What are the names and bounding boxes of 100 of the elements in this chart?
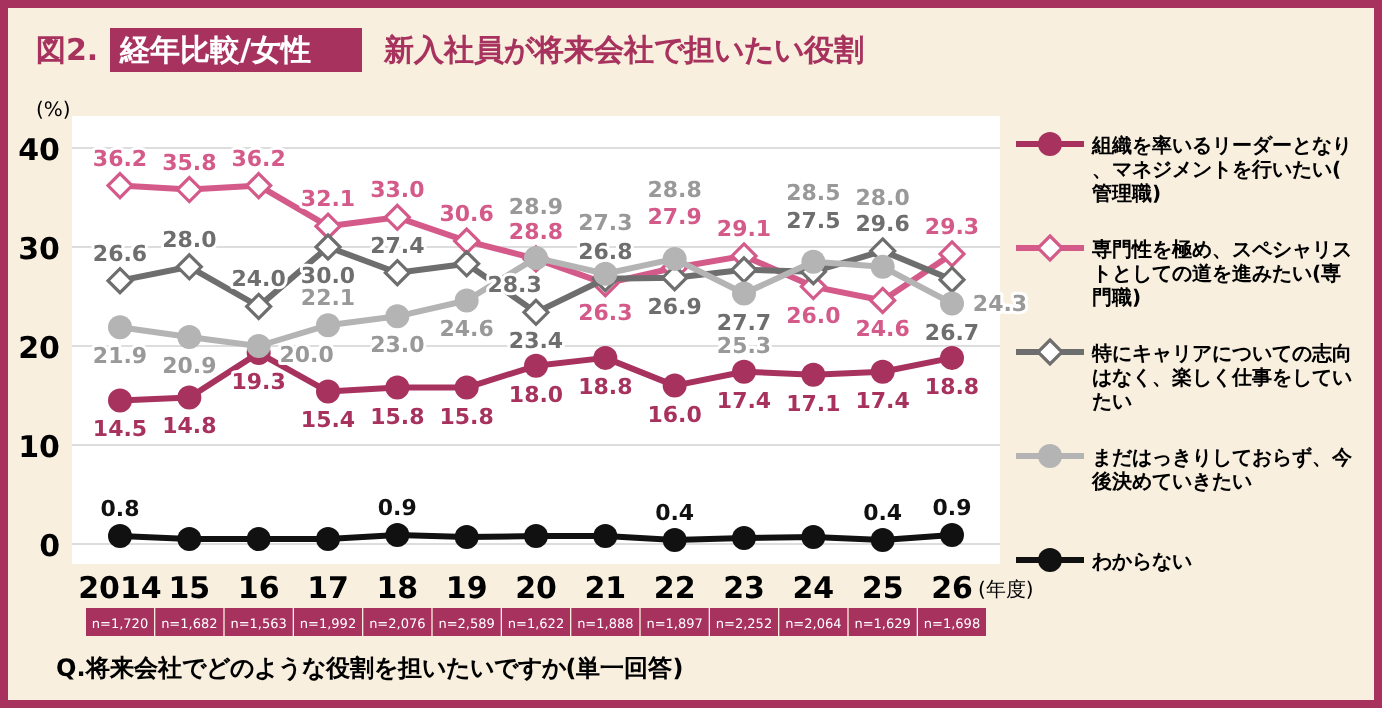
data-label: 27.5 xyxy=(786,207,841,234)
point xyxy=(524,353,548,378)
data-label: 27.4 xyxy=(370,232,426,259)
point xyxy=(801,525,826,550)
data-label: 29.1 xyxy=(716,215,772,242)
point xyxy=(177,527,202,552)
point xyxy=(106,172,134,200)
data-label: 0.4 xyxy=(655,499,695,526)
point xyxy=(454,375,479,400)
data-label: 28.9 xyxy=(508,193,564,220)
x-tick-label: 26 xyxy=(931,570,973,606)
point xyxy=(246,527,271,552)
data-label: 26.3 xyxy=(578,299,633,326)
point xyxy=(177,385,202,410)
point xyxy=(869,286,897,315)
point xyxy=(940,523,964,548)
data-label: 22.1 xyxy=(300,285,356,312)
data-label: 29.3 xyxy=(924,213,980,240)
point xyxy=(732,359,756,384)
data-label: 30.0 xyxy=(300,262,356,289)
x-axis-title: (年度) xyxy=(978,578,1034,602)
data-label: 28.0 xyxy=(162,226,218,253)
point xyxy=(940,291,964,316)
point xyxy=(245,172,273,200)
point xyxy=(870,254,895,279)
point xyxy=(383,203,411,231)
x-tick-label: 15 xyxy=(168,570,211,606)
x-tick-label: 18 xyxy=(376,570,419,606)
point xyxy=(801,362,826,387)
point xyxy=(732,281,756,306)
point xyxy=(316,527,340,552)
y-axis-title: (%) xyxy=(36,100,71,122)
point xyxy=(175,175,203,204)
point xyxy=(522,298,550,326)
point xyxy=(593,261,618,286)
point xyxy=(314,233,342,261)
data-label: 26.6 xyxy=(92,240,148,267)
data-label: 29.6 xyxy=(855,210,911,237)
point xyxy=(453,250,481,278)
data-label: 27.7 xyxy=(716,309,772,336)
data-label: 25.3 xyxy=(716,333,772,360)
data-label: 28.8 xyxy=(647,176,702,203)
point xyxy=(177,325,202,350)
data-label: 20.0 xyxy=(279,341,335,368)
data-label: 30.6 xyxy=(439,200,495,227)
point xyxy=(870,359,895,384)
point xyxy=(106,267,134,295)
point xyxy=(246,334,271,358)
point xyxy=(938,240,966,268)
legend-label: 特にキャリアについての志向はなく、楽しく仕事をしていたい xyxy=(1090,342,1352,414)
data-label: 17.4 xyxy=(716,387,772,414)
data-label: 32.1 xyxy=(300,186,356,213)
data-label: 28.0 xyxy=(855,184,911,211)
x-tick-label: 21 xyxy=(584,570,627,606)
point xyxy=(593,524,618,549)
point xyxy=(453,227,481,255)
point xyxy=(454,288,479,313)
legend-label: まだはっきりしておらず、今後決めていきたい xyxy=(1090,446,1354,494)
data-label: 17.1 xyxy=(786,390,841,417)
x-tick-label: 25 xyxy=(861,570,904,606)
data-label: 26.0 xyxy=(786,302,842,329)
data-label: 28.5 xyxy=(786,179,841,206)
data-label: 15.4 xyxy=(300,407,356,434)
data-label: 27.3 xyxy=(578,209,633,236)
point xyxy=(940,345,964,370)
data-label: 19.3 xyxy=(231,368,286,395)
point xyxy=(385,375,410,400)
chart-title: 図2. 経年比較/女性 xyxy=(36,32,311,68)
legend-label: 組織を率いるリーダーとなり、マネジメントを行いたい(管理職) xyxy=(1090,134,1352,206)
point xyxy=(108,524,132,549)
data-label: 0.9 xyxy=(377,495,417,522)
point xyxy=(245,292,273,320)
data-label: 24.6 xyxy=(855,316,911,343)
data-label: 23.4 xyxy=(508,328,564,355)
point xyxy=(316,379,340,404)
point xyxy=(108,388,132,413)
data-label: 16.0 xyxy=(647,401,703,428)
data-label: 0.4 xyxy=(863,499,903,526)
point xyxy=(593,345,618,370)
y-tick-label: 10 xyxy=(18,429,60,465)
point xyxy=(662,528,687,553)
point xyxy=(385,304,410,329)
data-label: 17.4 xyxy=(855,387,911,414)
point xyxy=(316,313,340,338)
data-label: 28.8 xyxy=(508,218,564,245)
data-label: 15.8 xyxy=(370,403,425,430)
chart-subtitle: 新入社員が将来会社で担いたい役割 xyxy=(382,32,864,68)
data-label: 23.0 xyxy=(370,332,426,359)
point xyxy=(175,253,203,281)
point xyxy=(662,373,687,398)
x-tick-label: 19 xyxy=(445,570,488,606)
data-label: 0.9 xyxy=(932,495,972,522)
data-label: 14.8 xyxy=(162,413,217,440)
point xyxy=(730,256,758,284)
data-label: 24.3 xyxy=(972,291,1028,318)
data-label: 26.7 xyxy=(924,319,980,346)
point xyxy=(801,249,826,274)
data-label: 15.8 xyxy=(439,403,494,430)
x-tick-label: 17 xyxy=(307,570,349,606)
data-label: 20.9 xyxy=(162,353,217,380)
